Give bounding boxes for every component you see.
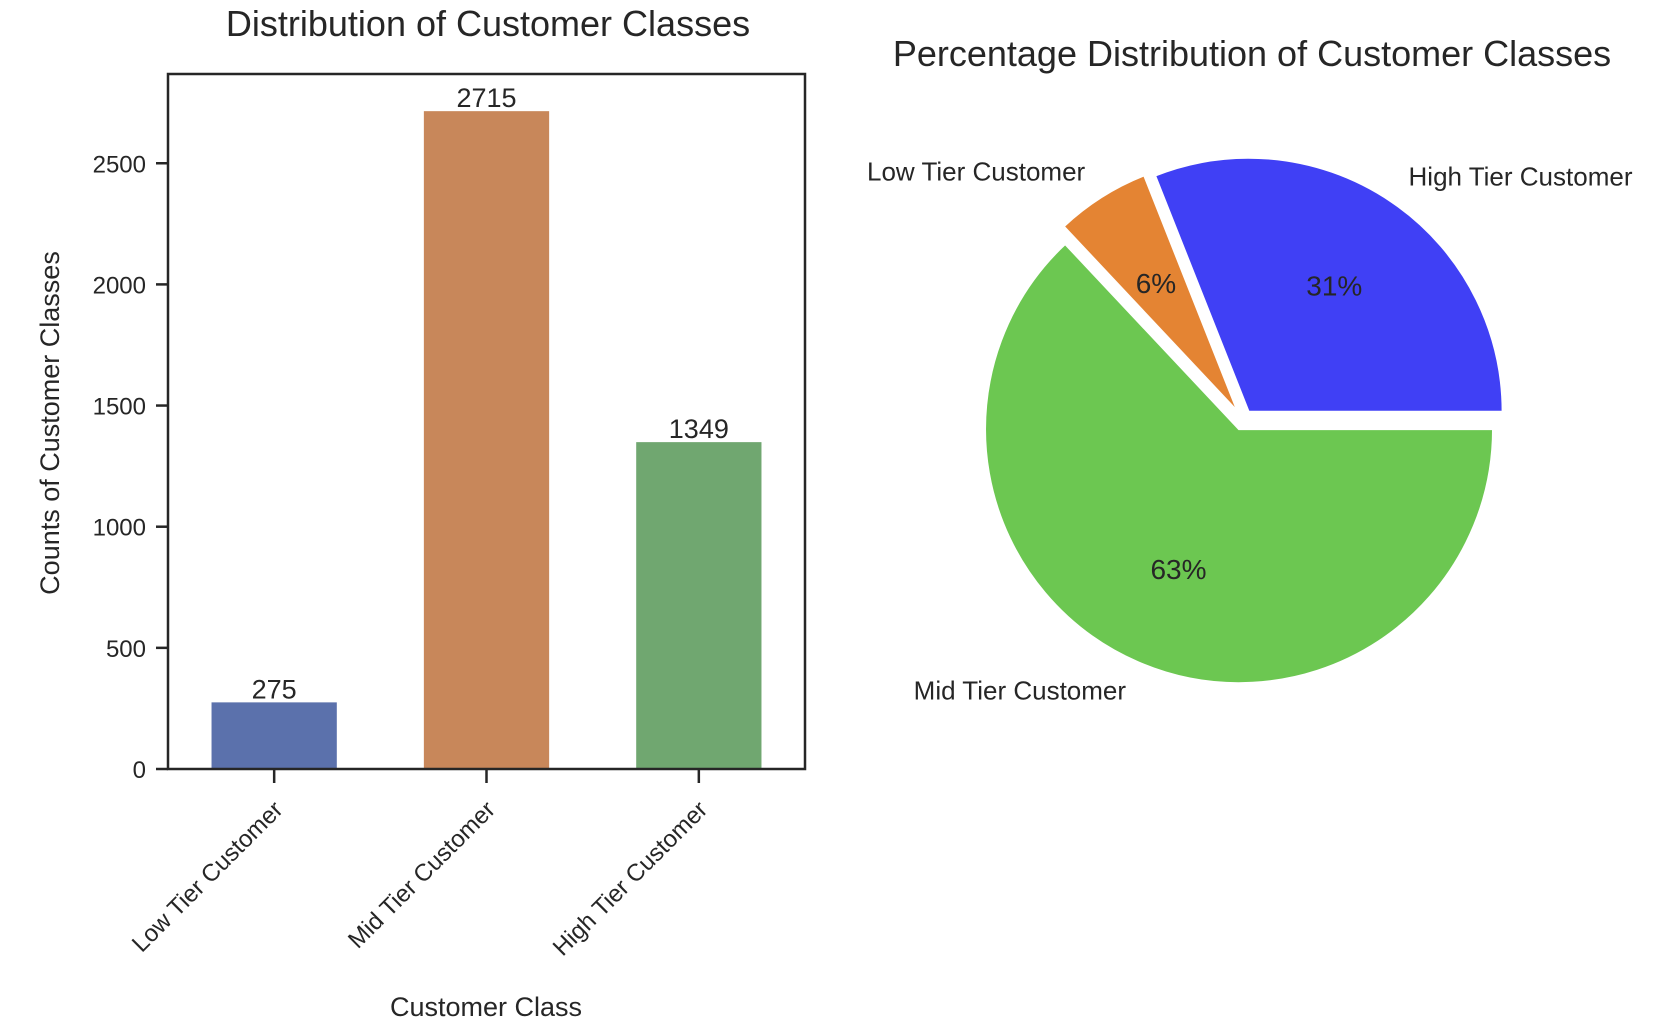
pie-percent-labels: 31% 6% 63% <box>1136 268 1363 585</box>
pie-chart-title: Percentage Distribution of Customer Clas… <box>893 33 1611 74</box>
bar-chart-title: Distribution of Customer Classes <box>226 3 750 44</box>
y-tick-label: 2500 <box>93 151 146 178</box>
pie-chart: Percentage Distribution of Customer Clas… <box>867 33 1633 705</box>
pie-slice-labels: High Tier Customer Low Tier Customer Mid T… <box>867 156 1633 705</box>
bar-y-axis-label: Counts of Customer Classes <box>35 251 65 595</box>
pie-slice-label: Low Tier Customer <box>867 156 1086 186</box>
pie-slice-low-tier-customer <box>1062 174 1239 413</box>
y-tick-label: 2000 <box>93 272 146 299</box>
y-tick-label: 1000 <box>93 515 146 542</box>
pie-percent-label: 6% <box>1136 268 1176 299</box>
bar-value-label: 275 <box>252 674 297 704</box>
pie-slice-label: High Tier Customer <box>1409 161 1633 191</box>
y-tick-label: 0 <box>133 757 146 784</box>
y-tick-label: 1500 <box>93 394 146 421</box>
bar-chart: Distribution of Customer Classes 0 500 100… <box>35 3 807 1022</box>
x-tick-label: Mid Tier Customer <box>343 796 501 954</box>
pie-percent-label: 63% <box>1150 554 1206 585</box>
bar-y-axis-ticks: 0 500 1000 1500 2000 2500 <box>93 151 168 784</box>
bar-high-tier-customer <box>636 442 762 769</box>
bar-axes-frame <box>166 72 807 771</box>
bars <box>211 111 762 769</box>
bar-mid-tier-customer <box>423 111 550 769</box>
pie-slice-label: Mid Tier Customer <box>914 675 1127 705</box>
bar-x-axis-label: Customer Class <box>390 992 582 1022</box>
pie-percent-label: 31% <box>1306 271 1362 302</box>
bar-low-tier-customer <box>211 702 337 769</box>
x-tick-label: Low Tier Customer <box>127 796 289 958</box>
bar-value-label: 1349 <box>669 414 729 444</box>
pie-slices <box>984 156 1504 685</box>
bar-x-axis-ticks: Low Tier Customer Mid Tier Customer High T… <box>127 769 713 961</box>
y-tick-label: 500 <box>106 636 146 663</box>
bar-value-label: 2715 <box>456 83 516 113</box>
x-tick-label: High Tier Customer <box>548 796 713 961</box>
pie-slice-high-tier-customer <box>1153 156 1504 413</box>
pie-slice-mid-tier-customer <box>984 242 1495 685</box>
bar-data-labels: 275 2715 1349 <box>252 83 729 704</box>
